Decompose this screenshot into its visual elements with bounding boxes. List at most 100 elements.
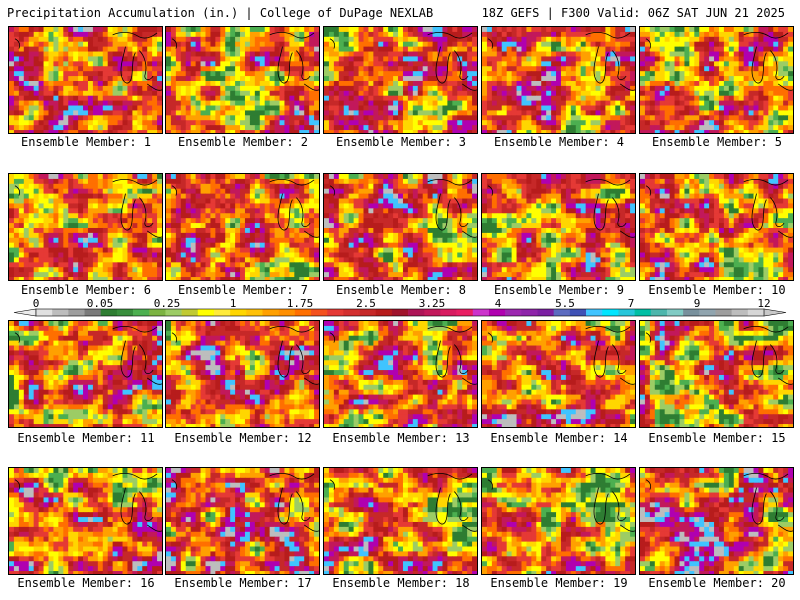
colorbar-swatch — [197, 309, 215, 316]
ensemble-member-map — [481, 320, 636, 428]
great-lakes-outline — [171, 326, 319, 385]
precip-field — [9, 321, 162, 427]
ensemble-member-map — [323, 173, 478, 281]
colorbar-tick-label: 12 — [757, 297, 770, 310]
great-lakes-outline — [487, 473, 635, 532]
colorbar-tick-label: 4 — [495, 297, 502, 310]
great-lakes-outline — [645, 473, 793, 532]
colorbar-swatch — [52, 309, 69, 316]
ensemble-member-map — [165, 467, 320, 575]
great-lakes-outline — [329, 32, 477, 91]
colorbar-swatch — [456, 309, 474, 316]
colorbar-tick-label: 5.5 — [555, 297, 575, 310]
colorbar-tick-label: 7 — [628, 297, 635, 310]
colorbar-swatch — [440, 309, 457, 316]
ensemble-member-map — [8, 320, 163, 428]
colorbar-swatch — [149, 309, 166, 316]
ensemble-member-map — [639, 26, 794, 134]
ensemble-member-map — [481, 26, 636, 134]
precip-field — [166, 174, 319, 280]
great-lakes-outline — [14, 473, 162, 532]
great-lakes-outline — [14, 326, 162, 385]
colorbar-left-arrow — [13, 308, 37, 317]
colorbar-swatch — [213, 309, 231, 316]
great-lakes-outline — [645, 326, 793, 385]
member-label: Ensemble Member: 9 — [493, 283, 625, 297]
ensemble-member-map — [165, 320, 320, 428]
colorbar-swatch — [294, 309, 312, 316]
colorbar-tick-label: 0.25 — [154, 297, 181, 310]
great-lakes-outline — [487, 326, 635, 385]
member-label: Ensemble Member: 13 — [332, 431, 470, 445]
ensemble-member-map — [639, 320, 794, 428]
colorbar-swatch — [521, 309, 538, 316]
member-label: Ensemble Member: 3 — [335, 135, 467, 149]
colorbar-swatch — [327, 309, 344, 316]
colorbar-swatch — [424, 309, 441, 316]
precip-field — [324, 321, 477, 427]
precip-field — [166, 27, 319, 133]
header-valid-time: 18Z GEFS | F300 Valid: 06Z SAT JUN 21 20… — [481, 6, 785, 20]
colorbar-swatch — [278, 309, 296, 316]
colorbar-swatch — [181, 309, 199, 316]
great-lakes-outline — [329, 326, 477, 385]
colorbar-swatch — [343, 309, 360, 316]
colorbar-swatch — [246, 309, 263, 316]
colorbar-tick-label: 9 — [694, 297, 701, 310]
ensemble-member-map — [8, 467, 163, 575]
great-lakes-outline — [329, 473, 477, 532]
member-label: Ensemble Member: 11 — [17, 431, 155, 445]
colorbar-tick-label: 0 — [33, 297, 40, 310]
colorbar-swatch — [36, 309, 53, 316]
ensemble-member-map — [8, 26, 163, 134]
member-label: Ensemble Member: 20 — [648, 576, 786, 590]
colorbar-swatch — [311, 309, 328, 316]
ensemble-member-map — [323, 320, 478, 428]
colorbar-swatch — [634, 309, 652, 316]
colorbar-tick-label: 0.05 — [87, 297, 114, 310]
great-lakes-outline — [645, 32, 793, 91]
great-lakes-outline — [14, 32, 162, 91]
precip-field — [324, 468, 477, 574]
colorbar-swatch — [230, 309, 247, 316]
colorbar-swatch — [359, 309, 377, 316]
colorbar-swatch — [68, 309, 85, 316]
ensemble-member-map — [8, 173, 163, 281]
colorbar-swatch — [505, 309, 522, 316]
colorbar-swatch — [666, 309, 684, 316]
ensemble-member-map — [323, 26, 478, 134]
member-label: Ensemble Member: 5 — [651, 135, 783, 149]
colorbar-right-arrow — [763, 308, 787, 317]
precip-field — [166, 321, 319, 427]
precip-field — [482, 27, 635, 133]
ensemble-member-map — [165, 26, 320, 134]
member-label: Ensemble Member: 18 — [332, 576, 470, 590]
colorbar-tick-label: 1.75 — [287, 297, 314, 310]
member-label: Ensemble Member: 19 — [490, 576, 628, 590]
colorbar-swatch — [715, 309, 732, 316]
precipitation-colorbar: 0 0.05 0.25 1 1.75 2.5 3.25 4 5.5 7 9 12 — [0, 296, 800, 320]
great-lakes-outline — [487, 179, 635, 238]
precip-field — [9, 27, 162, 133]
colorbar-swatch — [262, 309, 279, 316]
great-lakes-outline — [14, 179, 162, 238]
member-label: Ensemble Member: 14 — [490, 431, 628, 445]
member-label: Ensemble Member: 15 — [648, 431, 786, 445]
colorbar-swatch — [699, 309, 716, 316]
precip-field — [9, 468, 162, 574]
precip-field — [640, 174, 793, 280]
colorbar-swatch — [84, 309, 102, 316]
colorbar-swatch — [537, 309, 554, 316]
colorbar-swatch — [488, 309, 506, 316]
precip-field — [166, 468, 319, 574]
precip-field — [482, 468, 635, 574]
great-lakes-outline — [171, 473, 319, 532]
colorbar-swatch — [586, 309, 603, 316]
precip-field — [482, 174, 635, 280]
precip-field — [324, 174, 477, 280]
member-label: Ensemble Member: 4 — [493, 135, 625, 149]
great-lakes-outline — [171, 32, 319, 91]
colorbar-swatch — [683, 309, 700, 316]
great-lakes-outline — [487, 32, 635, 91]
precip-field — [640, 321, 793, 427]
